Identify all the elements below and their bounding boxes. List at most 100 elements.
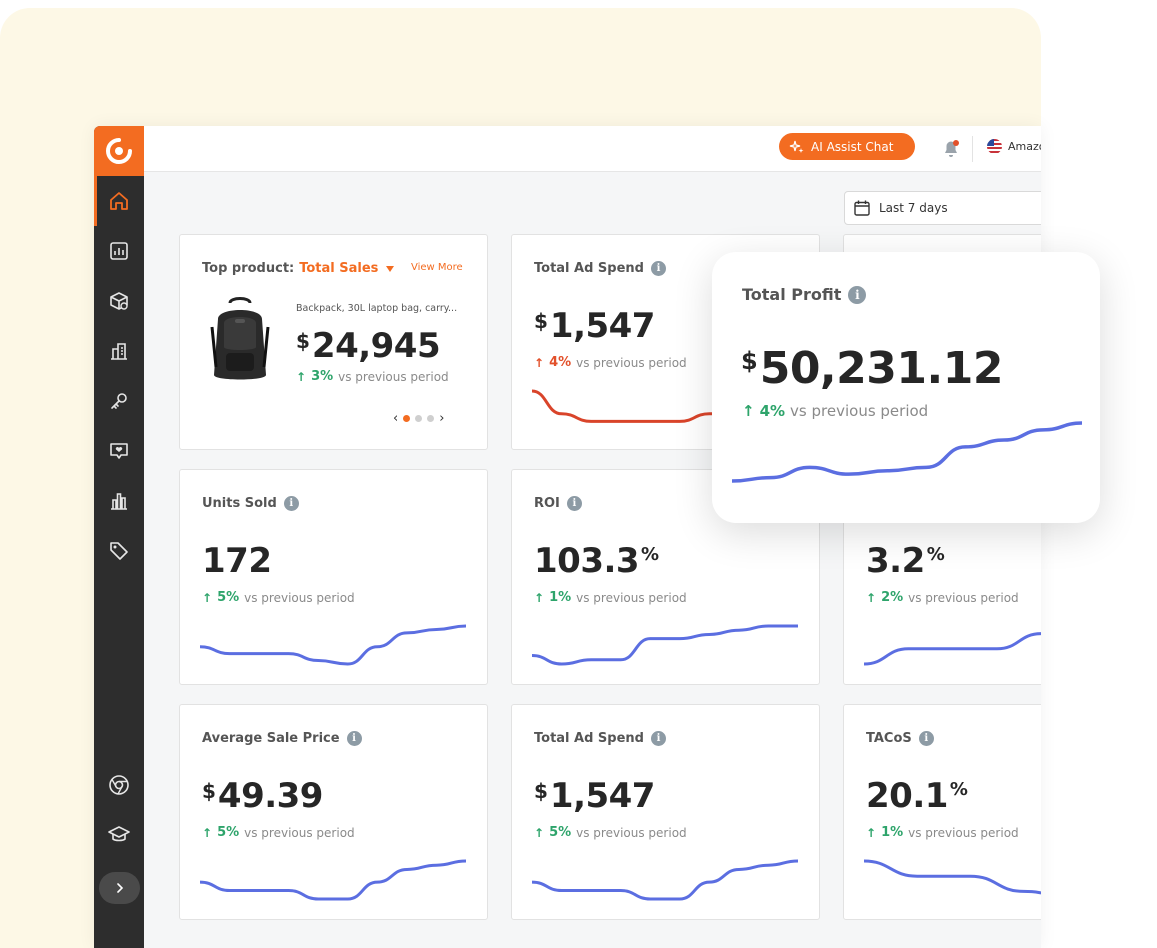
sidebar-item-home[interactable] <box>94 176 144 226</box>
view-more-link[interactable]: View More <box>411 262 463 273</box>
arrow-up-icon: ↑ <box>866 825 877 840</box>
sidebar-item-academy[interactable] <box>94 810 144 860</box>
info-icon[interactable]: i <box>566 496 582 511</box>
arrow-up-icon: ↑ <box>202 590 213 605</box>
date-range-selector[interactable]: Last 7 days <box>844 191 1041 225</box>
sidebar-item-buildings[interactable] <box>94 326 144 376</box>
sidebar-item-analytics[interactable] <box>94 476 144 526</box>
carousel-dot[interactable] <box>403 415 411 422</box>
currency-symbol: $ <box>534 779 548 803</box>
sidebar-item-tags[interactable] <box>94 526 144 576</box>
tag-icon <box>110 542 128 560</box>
date-range-label: Last 7 days <box>879 201 948 215</box>
metric-value: $1,547 <box>534 777 655 815</box>
percent-symbol: % <box>641 544 660 565</box>
info-icon[interactable]: i <box>650 261 666 276</box>
delta-text: vs previous period <box>244 825 355 840</box>
delta-value: 5% <box>217 590 240 605</box>
notification-bell-icon[interactable] <box>940 137 962 159</box>
card-title: TACoS i <box>866 731 934 746</box>
metric-value: 3.2% <box>866 542 945 580</box>
carousel-next-icon[interactable]: › <box>439 411 445 426</box>
sidebar-item-feedback[interactable] <box>94 426 144 476</box>
total-profit-title: Total Profit i <box>742 285 867 304</box>
delta-text: vs previous period <box>908 590 1019 605</box>
top-product-title-prefix: Top product: <box>202 261 295 276</box>
delta-value: 4% <box>759 402 786 420</box>
arrow-up-icon: ↑ <box>296 369 307 384</box>
top-product-name: Backpack, 30L laptop bag, carry... <box>296 303 458 314</box>
metric-sparkline <box>200 859 466 901</box>
card-title: ROI i <box>534 496 582 511</box>
top-product-delta: ↑ 3% vs previous period <box>296 369 449 384</box>
sidebar-item-reports[interactable] <box>94 226 144 276</box>
backpack-product-image <box>210 297 270 380</box>
metric-number: 1,547 <box>549 776 656 816</box>
sidebar-expand-button[interactable] <box>99 872 140 904</box>
total-profit-sparkline <box>732 421 1082 483</box>
sparkline-path <box>532 859 798 901</box>
metric-value: 103.3% <box>534 542 659 580</box>
delta-text: vs previous period <box>576 590 687 605</box>
product-carousel: ‹ › <box>393 411 444 426</box>
currency-symbol: $ <box>534 309 548 333</box>
sparkline-path <box>200 624 466 666</box>
logo-icon <box>106 138 132 164</box>
tacos-card: TACoS i 20.1% ↑ 1% vs previous period <box>843 704 1041 920</box>
topbar-divider <box>972 136 973 162</box>
delta-text: vs previous period <box>576 825 687 840</box>
marketplace-selector[interactable]: Amazon <box>987 139 1041 154</box>
caret-down-icon[interactable] <box>386 265 395 272</box>
academy-icon <box>108 826 130 842</box>
info-icon[interactable]: i <box>650 731 666 746</box>
arrow-up-icon: ↑ <box>202 825 213 840</box>
metric-delta: ↑ 5% vs previous period <box>534 825 687 840</box>
brand-logo[interactable] <box>94 126 144 176</box>
info-icon[interactable]: i <box>346 731 362 746</box>
total-profit-amount: 50,231.12 <box>759 343 1004 394</box>
marketplace-label: Amazon <box>1008 140 1041 153</box>
analytics-icon <box>111 493 127 510</box>
currency-symbol: $ <box>741 347 758 375</box>
info-icon[interactable]: i <box>283 496 299 511</box>
buildings-icon <box>111 343 127 360</box>
metric-sparkline <box>532 624 798 666</box>
sparkline-path <box>732 421 1082 483</box>
info-icon[interactable]: i <box>848 285 867 304</box>
delta-text: vs previous period <box>908 825 1019 840</box>
sidebar-item-inventory[interactable] <box>94 276 144 326</box>
metric-number: 20.1 <box>866 776 948 816</box>
top-product-value: $ 24,945 <box>296 327 441 365</box>
total-profit-card: Total Profit i $ 50,231.12 ↑ 4% vs previ… <box>712 252 1100 523</box>
ai-assist-chat-label: AI Assist Chat <box>811 139 894 154</box>
total-ad-spend-bottom-card: Total Ad Spend i $1,547 ↑ 5% vs previous peri… <box>511 704 820 920</box>
card-title-text: TACoS <box>866 731 912 746</box>
sidebar-item-extension[interactable] <box>94 760 144 810</box>
metric-number: 103.3 <box>534 541 640 581</box>
sparkline-path <box>864 859 1041 895</box>
carousel-prev-icon[interactable]: ‹ <box>393 411 399 426</box>
metric-sparkline <box>864 859 1041 895</box>
top-product-metric-dropdown[interactable]: Total Sales <box>299 261 378 276</box>
sidebar-item-keywords[interactable] <box>94 376 144 426</box>
carousel-dot[interactable] <box>415 415 423 422</box>
ai-assist-chat-button[interactable]: AI Assist Chat <box>779 133 915 160</box>
top-product-title: Top product: Total Sales <box>202 261 395 276</box>
sparkline-path <box>532 624 798 666</box>
reports-icon <box>110 242 128 260</box>
delta-value: 1% <box>881 825 904 840</box>
card-title-text: Total Profit <box>742 285 842 304</box>
info-icon[interactable]: i <box>918 731 934 746</box>
card-title: Total Ad Spend i <box>534 731 666 746</box>
percent-symbol: % <box>949 779 968 800</box>
carousel-dot[interactable] <box>427 415 435 422</box>
card-title-text: Units Sold <box>202 496 277 511</box>
delta-value: 3% <box>311 369 334 384</box>
sparkle-icon <box>789 140 804 153</box>
delta-value: 5% <box>549 825 572 840</box>
feedback-icon <box>110 443 128 459</box>
delta-value: 5% <box>217 825 240 840</box>
sparkline-path <box>864 632 1041 666</box>
average-sale-price-card: Average Sale Price i $49.39 ↑ 5% vs previous … <box>179 704 488 920</box>
app-window: AI Assist Chat Amazon Last 7 days Top pr… <box>94 126 1041 948</box>
